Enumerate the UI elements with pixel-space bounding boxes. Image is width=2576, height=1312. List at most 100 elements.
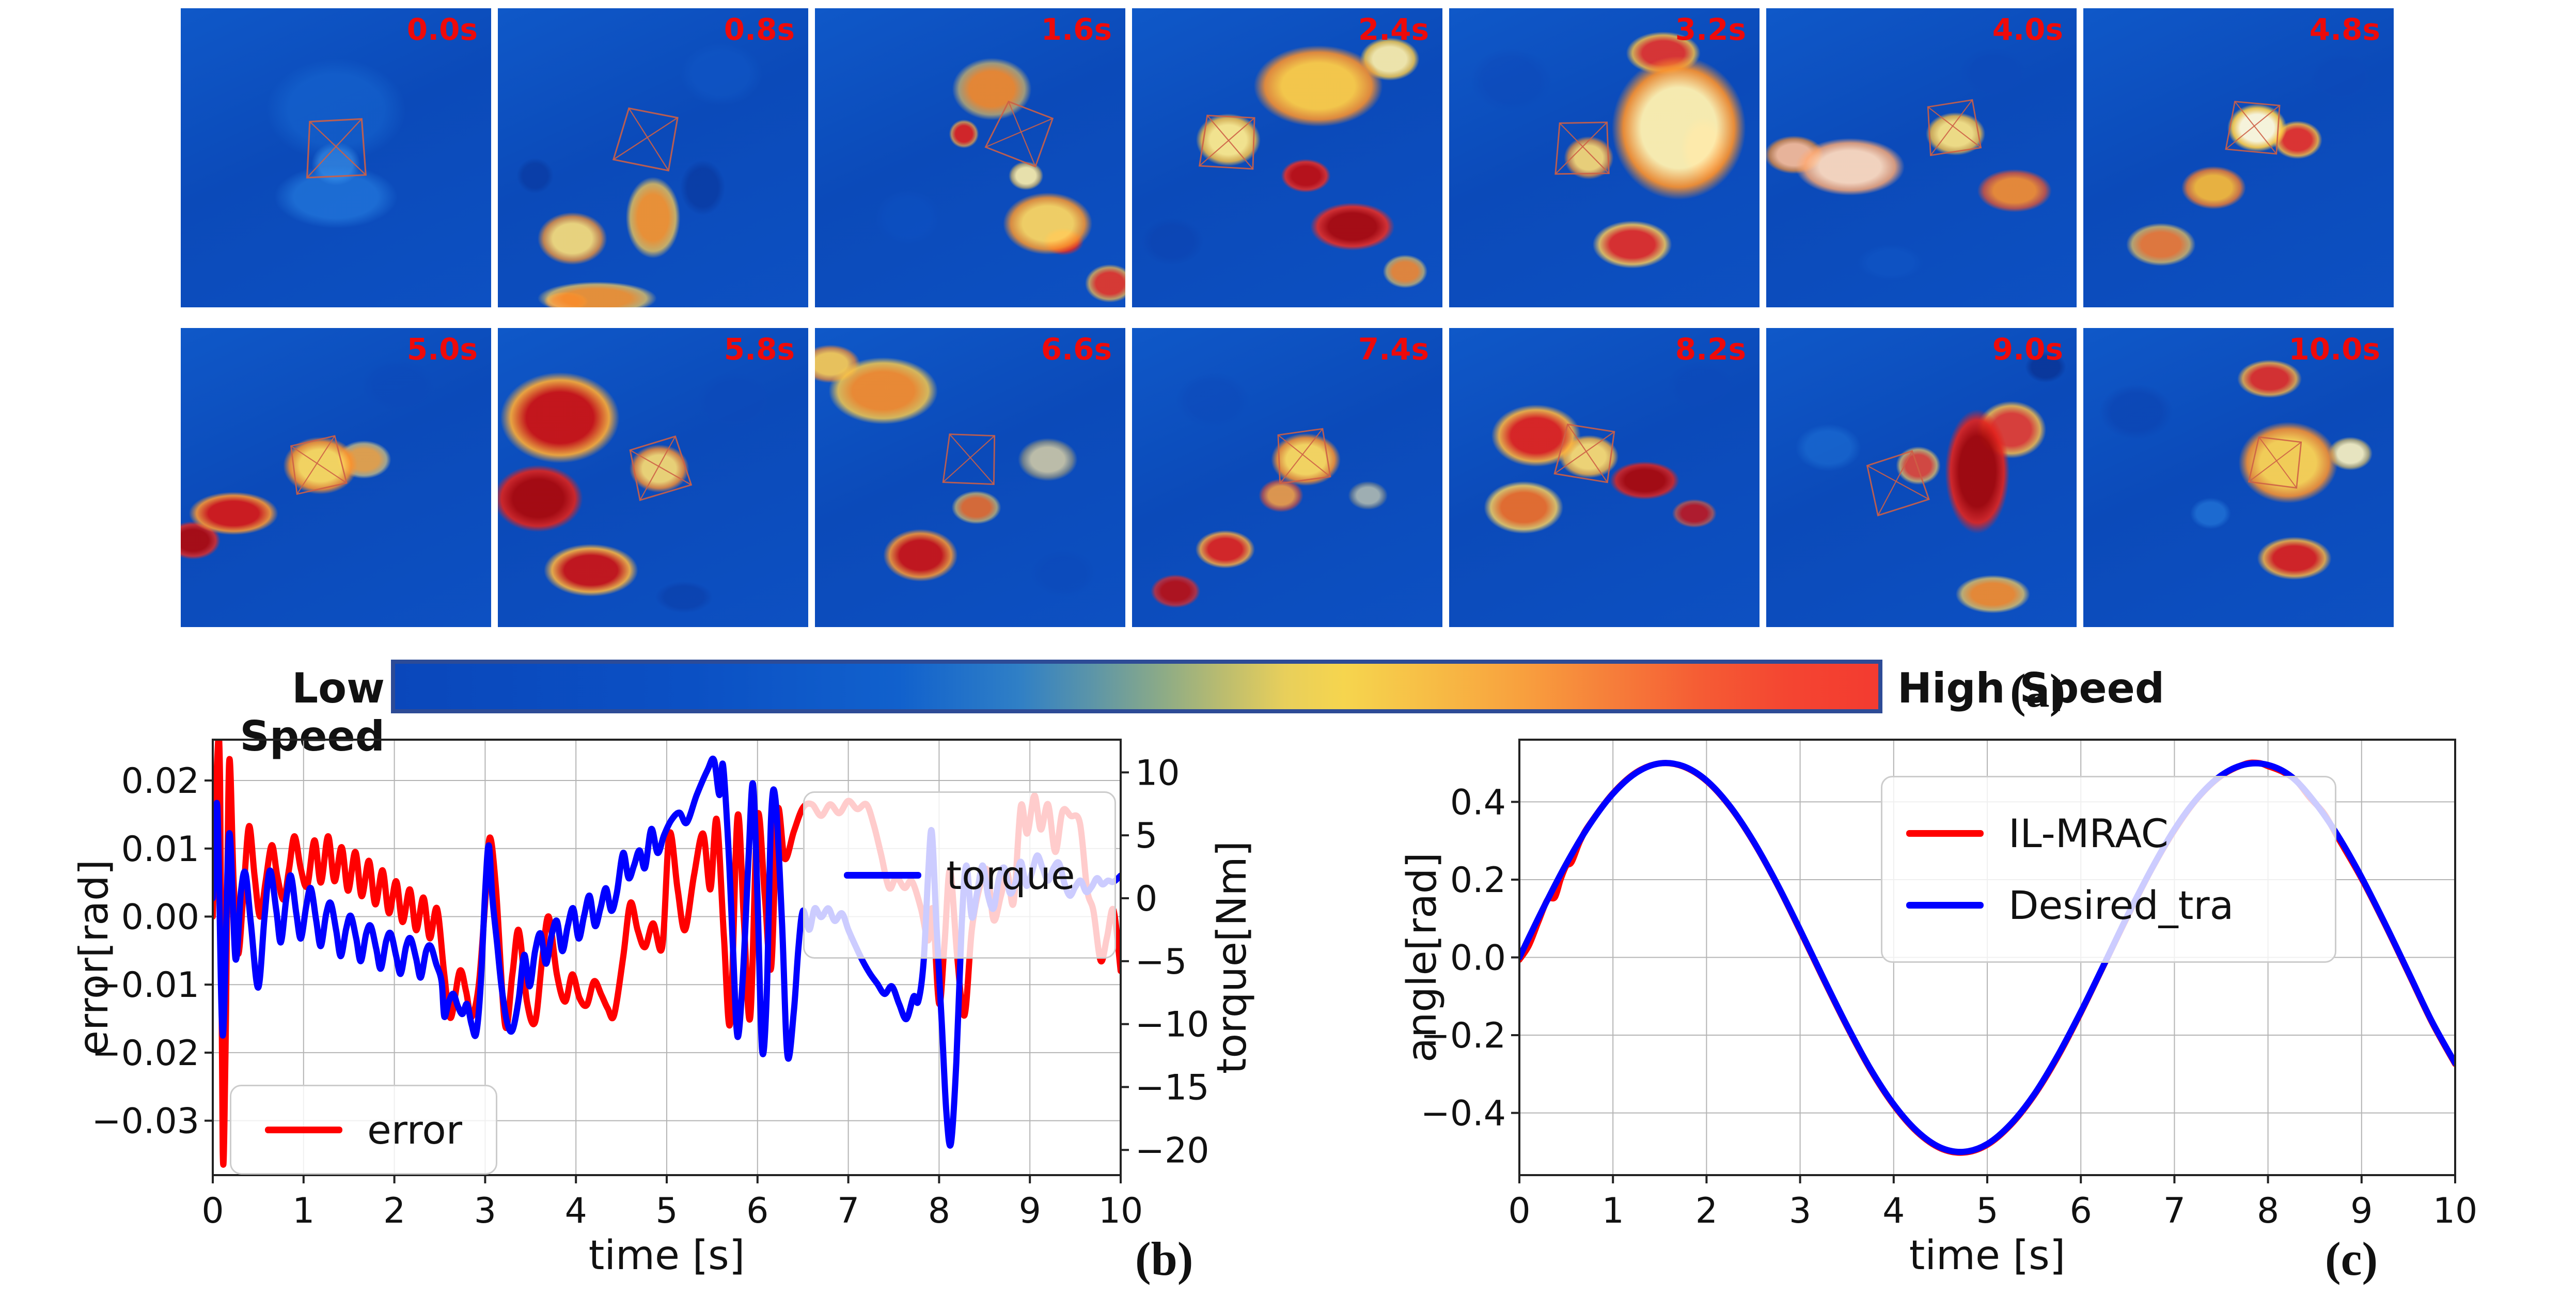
timestamp-label: 1.6s [1041, 12, 1112, 47]
flow-panel-10.0s: 10.0s [2083, 328, 2394, 627]
desired-legend-line [1906, 902, 1984, 909]
torque-legend-label: torque [946, 852, 1075, 898]
flow-panel-0.8s: 0.8s [498, 8, 808, 307]
flow-panel-4.0s: 4.0s [1766, 8, 2077, 307]
svg-text:2: 2 [1695, 1191, 1718, 1231]
flow-panel-5.0s: 5.0s [181, 328, 491, 627]
svg-text:4: 4 [1882, 1191, 1905, 1231]
timestamp-label: 0.0s [406, 12, 478, 47]
svg-text:9: 9 [1019, 1191, 1041, 1231]
svg-text:2: 2 [383, 1191, 405, 1231]
svg-text:error[rad]: error[rad] [77, 860, 117, 1055]
kite-structure-icon [1553, 424, 1615, 483]
kite-structure-icon [1199, 115, 1255, 170]
legend-row: error [265, 1107, 462, 1153]
legend-row: Desired_tra [1906, 882, 2234, 928]
timestamp-label: 4.0s [1992, 12, 2063, 47]
svg-text:10: 10 [1135, 753, 1180, 793]
tracking-legend: IL-MRAC Desired_tra [1881, 776, 2336, 963]
svg-text:5: 5 [655, 1191, 678, 1231]
svg-text:0.4: 0.4 [1450, 782, 1506, 823]
colorbar-low-label: Low Speed [240, 664, 385, 760]
svg-text:0.2: 0.2 [1450, 860, 1506, 901]
flow-panel-2.4s: 2.4s [1132, 8, 1442, 307]
svg-text:time [s]: time [s] [589, 1232, 745, 1279]
timestamp-label: 4.8s [2309, 12, 2380, 47]
flow-panel-6.6s: 6.6s [815, 328, 1125, 627]
kite-structure-icon [984, 100, 1054, 168]
flow-panel-1.6s: 1.6s [815, 8, 1125, 307]
flow-panel-5.8s: 5.8s [498, 328, 808, 627]
svg-text:−10: −10 [1135, 1005, 1210, 1045]
flow-panel-grid: 0.0s 0.8s 1.6s 2.4s 3.2s 4.0s 4.8s 5.0s … [181, 8, 2394, 648]
svg-text:4: 4 [565, 1191, 587, 1231]
svg-text:10: 10 [2433, 1191, 2478, 1231]
svg-text:7: 7 [2163, 1191, 2186, 1231]
flow-panel-0.0s: 0.0s [181, 8, 491, 307]
svg-text:0.00: 0.00 [121, 897, 199, 938]
svg-text:−0.02: −0.02 [92, 1033, 199, 1074]
subfigure-b-label: (b) [1135, 1232, 1193, 1285]
flow-panel-3.2s: 3.2s [1449, 8, 1760, 307]
ilmrac-legend-line [1906, 830, 1984, 837]
legend-row: torque [844, 852, 1075, 898]
flow-panel-7.4s: 7.4s [1132, 328, 1442, 627]
subfigure-c-label: (c) [2325, 1232, 2378, 1285]
flow-panel-row: 0.0s 0.8s 1.6s 2.4s 3.2s 4.0s 4.8s [181, 8, 2394, 307]
svg-text:0.01: 0.01 [121, 829, 199, 870]
timestamp-label: 6.6s [1041, 332, 1112, 367]
timestamp-label: 3.2s [1675, 12, 1746, 47]
timestamp-label: 2.4s [1358, 12, 1429, 47]
kite-structure-icon [1277, 428, 1331, 485]
svg-text:5: 5 [1135, 816, 1157, 856]
svg-text:−0.4: −0.4 [1421, 1094, 1506, 1134]
timestamp-label: 9.0s [1992, 332, 2063, 367]
subfigure-a-label: (a) [2010, 664, 2066, 717]
flow-panel-9.0s: 9.0s [1766, 328, 2077, 627]
svg-text:8: 8 [928, 1191, 950, 1231]
kite-structure-icon [1927, 99, 1982, 156]
timestamp-label: 8.2s [1675, 332, 1746, 367]
speed-colorbar [391, 660, 1882, 713]
timestamp-label: 0.8s [724, 12, 795, 47]
kite-structure-icon [290, 435, 348, 495]
error-legend: error [230, 1085, 497, 1175]
kite-structure-icon [612, 107, 679, 172]
ilmrac-legend-label: IL-MRAC [2008, 810, 2169, 856]
svg-text:−0.03: −0.03 [92, 1101, 199, 1142]
svg-text:−15: −15 [1135, 1067, 1210, 1108]
kite-structure-icon [2248, 436, 2302, 489]
flow-panel-8.2s: 8.2s [1449, 328, 1760, 627]
kite-structure-icon [1866, 450, 1930, 517]
timestamp-label: 7.4s [1358, 332, 1429, 367]
torque-legend-line [844, 871, 922, 879]
svg-text:−5: −5 [1135, 942, 1187, 982]
timestamp-label: 10.0s [2288, 332, 2380, 367]
kite-structure-icon [306, 118, 367, 179]
legend-row: IL-MRAC [1906, 810, 2169, 856]
svg-text:5: 5 [1976, 1191, 1998, 1231]
svg-text:0: 0 [1135, 879, 1157, 919]
svg-text:1: 1 [292, 1191, 315, 1231]
svg-text:0.0: 0.0 [1450, 938, 1506, 979]
svg-text:0: 0 [201, 1191, 224, 1231]
svg-text:−0.01: −0.01 [92, 965, 199, 1006]
svg-text:time [s]: time [s] [1909, 1232, 2066, 1279]
svg-text:9: 9 [2350, 1191, 2373, 1231]
desired-legend-label: Desired_tra [2008, 882, 2234, 928]
kite-structure-icon [2225, 100, 2281, 155]
svg-text:angle[rad]: angle[rad] [1399, 852, 1446, 1063]
svg-text:6: 6 [2070, 1191, 2092, 1231]
svg-text:10: 10 [1098, 1191, 1143, 1231]
flow-panel-row: 5.0s 5.8s 6.6s 7.4s 8.2s 9.0s 10.0s [181, 328, 2394, 627]
colorbar-high-label: High Speed [1897, 664, 2165, 712]
svg-text:0: 0 [1508, 1191, 1530, 1231]
torque-legend: torque [803, 791, 1116, 959]
kite-structure-icon [1554, 121, 1610, 175]
flow-panel-4.8s: 4.8s [2083, 8, 2394, 307]
svg-text:6: 6 [746, 1191, 768, 1231]
svg-text:−0.2: −0.2 [1421, 1016, 1506, 1056]
svg-text:8: 8 [2257, 1191, 2279, 1231]
svg-text:3: 3 [1789, 1191, 1811, 1231]
svg-text:3: 3 [474, 1191, 496, 1231]
